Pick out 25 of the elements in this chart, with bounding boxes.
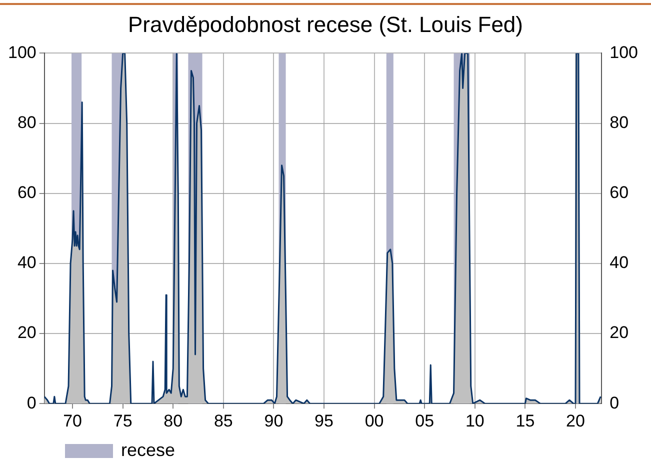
x-tick-label: 05 bbox=[415, 411, 434, 430]
x-tick-label: 00 bbox=[364, 411, 384, 430]
x-tick-label: 85 bbox=[214, 411, 233, 430]
y-tick-label: 0 bbox=[26, 393, 36, 412]
x-tick-label: 75 bbox=[113, 411, 132, 430]
x-tick-label: 70 bbox=[63, 411, 82, 430]
y2-tick-label: 80 bbox=[610, 112, 629, 132]
legend-label: recese bbox=[121, 440, 176, 460]
y2-tick-label: 40 bbox=[610, 253, 629, 272]
chart-title: Pravděpodobnost recese (St. Louis Fed) bbox=[126, 12, 524, 38]
y2-tick-label: 0 bbox=[610, 393, 620, 412]
x-tick-label: 80 bbox=[164, 411, 183, 430]
y-tick-label: 20 bbox=[17, 323, 36, 342]
y-tick-label: 100 bbox=[8, 42, 36, 62]
y-tick-label: 60 bbox=[17, 183, 36, 202]
y2-tick-label: 60 bbox=[610, 183, 629, 202]
x-tick-label: 15 bbox=[516, 411, 535, 430]
x-tick-label: 20 bbox=[566, 411, 585, 430]
x-tick-label: 95 bbox=[314, 411, 334, 430]
y-tick-label: 80 bbox=[17, 112, 36, 132]
y2-tick-label: 20 bbox=[610, 323, 629, 342]
y-tick-label: 40 bbox=[17, 253, 36, 272]
y2-tick-label: 100 bbox=[610, 42, 638, 62]
x-tick-label: 90 bbox=[264, 411, 284, 430]
x-tick-label: 10 bbox=[465, 411, 484, 430]
